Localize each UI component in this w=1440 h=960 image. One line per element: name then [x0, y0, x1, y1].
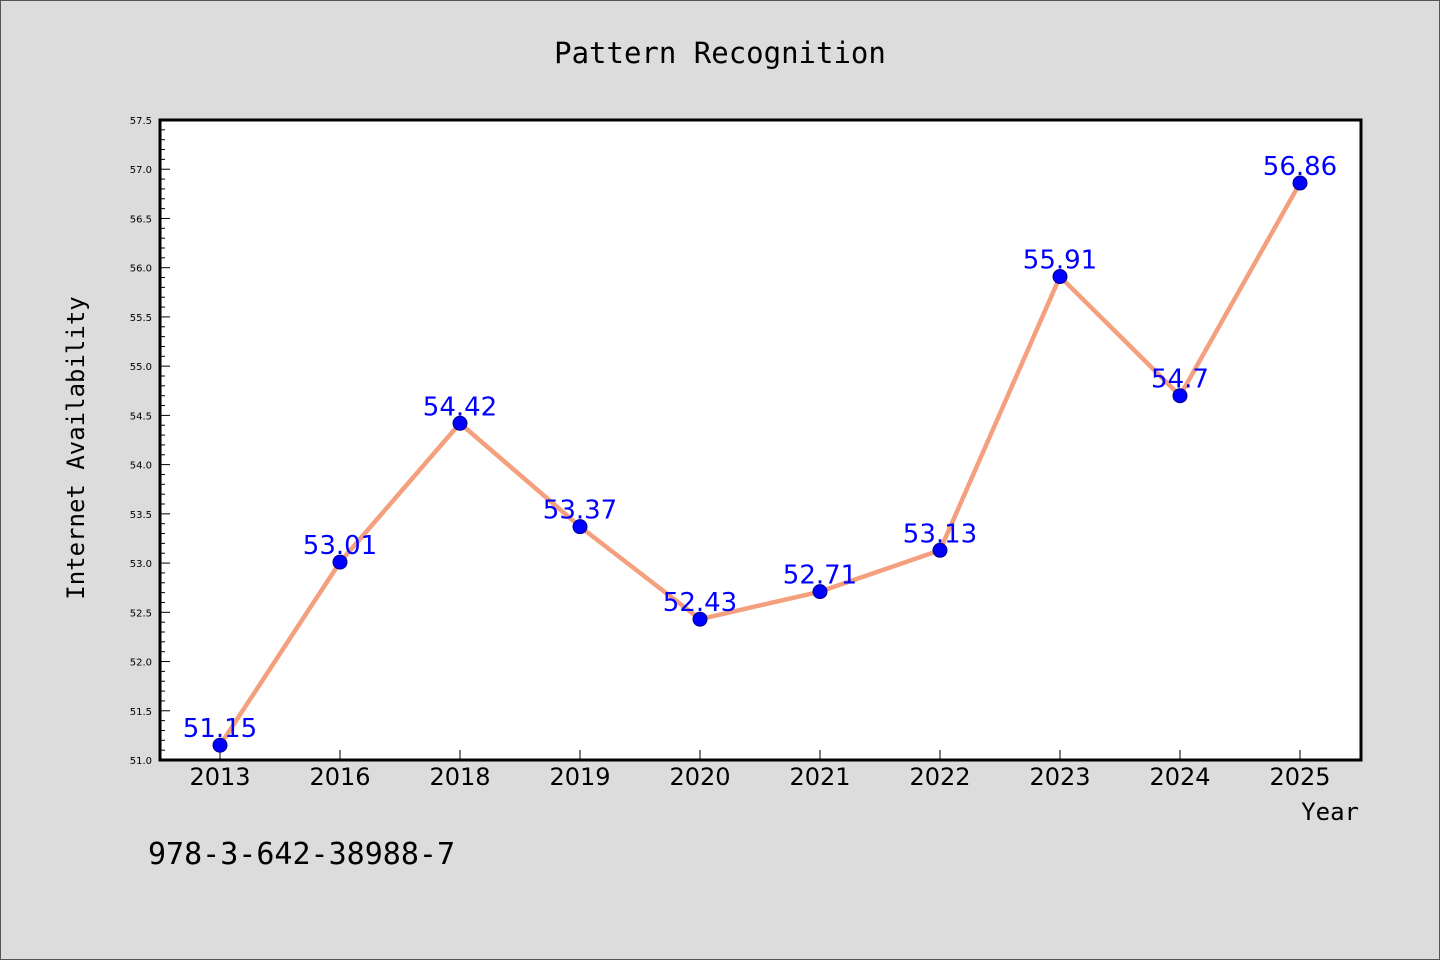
y-tick-label: 51.5	[130, 707, 152, 718]
y-tick-label: 56.0	[130, 264, 152, 275]
data-point	[332, 554, 348, 570]
x-tick-label: 2013	[189, 763, 250, 791]
x-tick-label: 2020	[669, 763, 730, 791]
x-tick-label: 2025	[1269, 763, 1330, 791]
data-label: 54.7	[1151, 365, 1209, 395]
series-line	[217, 180, 1303, 748]
data-point	[452, 415, 468, 431]
data-point	[932, 542, 948, 558]
x-axis: 2013 2016 2018 2019 2020 2021 2022 2023 2024 2025	[189, 750, 1331, 791]
data-label: 56.86	[1263, 152, 1337, 182]
x-tick-label: 2023	[1029, 763, 1090, 791]
data-label: 53.37	[543, 496, 617, 526]
x-tick-label: 2016	[309, 763, 370, 791]
series-line-group	[217, 180, 1303, 748]
data-label: 53.01	[303, 531, 377, 561]
x-axis-title: Year	[1301, 798, 1359, 826]
x-tick-label: 2021	[789, 763, 850, 791]
y-tick-label: 56.5	[130, 214, 152, 225]
data-point	[212, 737, 228, 753]
x-tick-label: 2018	[429, 763, 490, 791]
data-point	[1292, 175, 1308, 191]
data-point	[572, 519, 588, 535]
y-tick-label: 51.0	[130, 756, 152, 767]
data-label: 55.91	[1023, 246, 1097, 276]
y-tick-label: 57.5	[130, 116, 152, 127]
data-point	[692, 611, 708, 627]
x-tick-label: 2022	[909, 763, 970, 791]
data-markers	[212, 175, 1308, 753]
y-tick-label: 54.5	[130, 411, 152, 422]
y-axis-title: Internet Availability	[62, 296, 90, 599]
data-label: 54.42	[423, 392, 497, 422]
y-tick-label: 55.0	[130, 362, 152, 373]
data-labels: 51.15 53.01 54.42 53.37 52.43 52.71 53.13 55.91…	[183, 152, 1337, 744]
x-tick-label: 2024	[1149, 763, 1210, 791]
y-tick-label: 55.5	[130, 313, 152, 324]
data-label: 52.43	[663, 588, 737, 618]
data-point	[1052, 269, 1068, 285]
y-tick-label: 57.0	[130, 165, 152, 176]
plot-area	[158, 118, 1363, 762]
y-tick-label: 54.0	[130, 461, 152, 472]
y-tick-label: 52.5	[130, 608, 152, 619]
data-point	[812, 584, 828, 600]
data-point	[1172, 388, 1188, 404]
data-label: 52.71	[783, 561, 857, 591]
isbn-footer: 978-3-642-38988-7	[148, 837, 455, 872]
x-tick-label: 2019	[549, 763, 610, 791]
y-tick-label: 52.0	[130, 658, 152, 669]
y-tick-label: 53.5	[130, 510, 152, 521]
data-label: 53.13	[903, 519, 977, 549]
chart-title: Pattern Recognition	[554, 36, 886, 70]
y-tick-label: 53.0	[130, 559, 152, 570]
y-axis: 51.0 51.5 52.0 52.5 53.0 53.5 54.0 54.5 55.0 55.5…	[130, 116, 170, 767]
data-label: 51.15	[183, 714, 257, 744]
